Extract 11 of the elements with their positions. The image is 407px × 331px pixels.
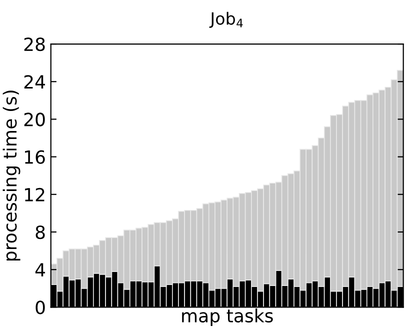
y-tick-label: 4 xyxy=(35,263,45,276)
y-tick-label: 8 xyxy=(36,225,45,240)
y-tick-label: 0 xyxy=(36,300,45,314)
y-tick-label: 16 xyxy=(25,150,45,164)
y-tick-label: 12 xyxy=(25,188,44,202)
y-tick-label: 28 xyxy=(24,37,45,52)
y-tick-label: 24 xyxy=(24,75,45,88)
y-axis-title: processing time (s) xyxy=(2,90,20,260)
x-axis-title: map tasks xyxy=(182,308,273,326)
y-tick-label: 20 xyxy=(24,112,45,126)
chart-title: Job$_{4}$ xyxy=(209,12,243,28)
